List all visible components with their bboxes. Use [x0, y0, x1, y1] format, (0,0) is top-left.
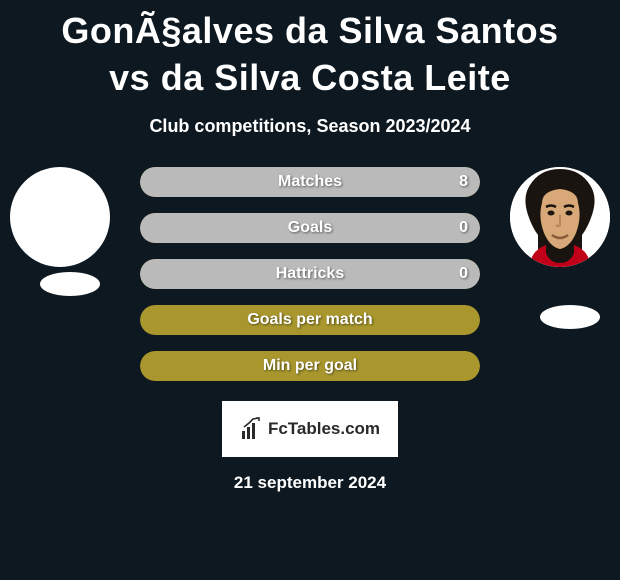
comparison-bars: Matches8Goals0Hattricks0Goals per matchM… — [140, 167, 480, 397]
stat-bar: Matches8 — [140, 167, 480, 197]
logo-text: FcTables.com — [268, 419, 380, 439]
stat-bar: Goals0 — [140, 213, 480, 243]
player-left-avatar — [10, 167, 110, 267]
comparison-chart: Matches8Goals0Hattricks0Goals per matchM… — [0, 167, 620, 397]
bar-label: Min per goal — [140, 351, 480, 381]
stat-bar: Hattricks0 — [140, 259, 480, 289]
bar-right-value: 8 — [459, 167, 468, 197]
stat-bar: Min per goal — [140, 351, 480, 381]
avatar-placeholder-icon — [510, 167, 610, 267]
date-label: 21 september 2024 — [0, 473, 620, 493]
subtitle: Club competitions, Season 2023/2024 — [0, 116, 620, 137]
player-right-avatar — [510, 167, 610, 267]
bar-right-value: 0 — [459, 213, 468, 243]
player-right-flag — [540, 305, 600, 329]
bar-right-value: 0 — [459, 259, 468, 289]
fctables-logo: FcTables.com — [222, 401, 398, 457]
player-left-flag — [40, 272, 100, 296]
bar-label: Hattricks — [140, 259, 480, 289]
stat-bar: Goals per match — [140, 305, 480, 335]
bar-label: Matches — [140, 167, 480, 197]
comparison-title: GonÃ§alves da Silva Santos vs da Silva C… — [0, 0, 620, 102]
bar-label: Goals per match — [140, 305, 480, 335]
bar-label: Goals — [140, 213, 480, 243]
bar-chart-icon — [240, 417, 264, 441]
